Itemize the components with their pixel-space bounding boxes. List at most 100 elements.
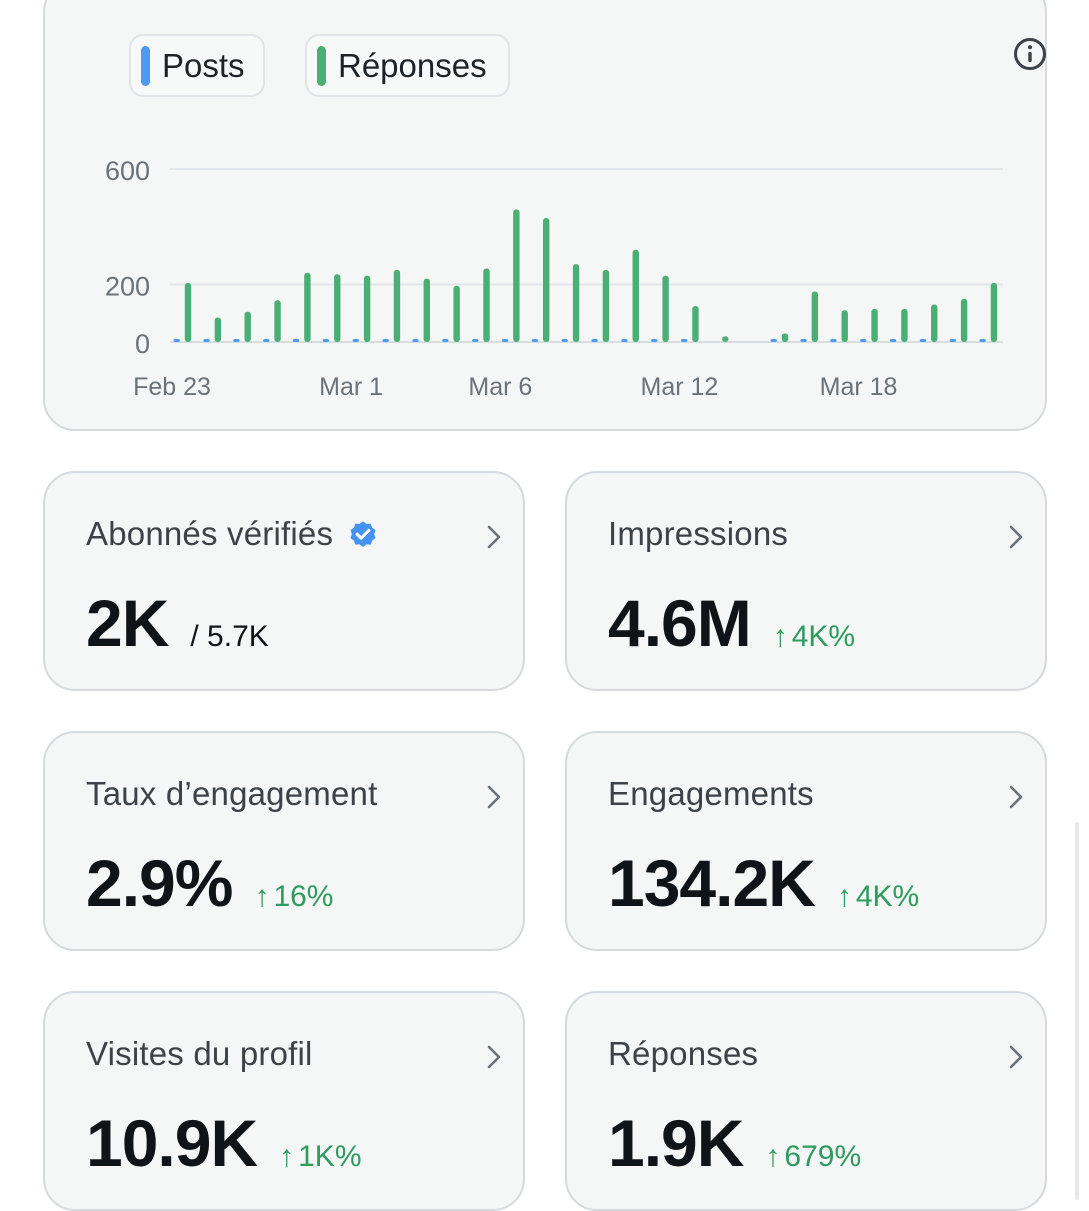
arrow-up-icon: ↑ [765,1140,781,1173]
info-icon[interactable] [1013,37,1047,71]
verified-followers-card[interactable]: Abonnés vérifiés 2K / 5.7K [43,471,525,691]
replies-bar [632,249,639,342]
replies-bar [871,308,878,342]
posts-bar [531,339,539,342]
engagement-rate-title: Taux d’engagement [86,775,378,812]
impressions-value: 4.6M [608,586,752,660]
replies-bar [363,275,371,342]
engagement-rate-value-row: 2.9% ↑ 16% [86,845,333,921]
replies-bar [244,311,251,342]
replies-card[interactable]: Réponses 1.9K ↑ 679% [565,991,1047,1211]
replies-change: ↑ 679% [765,1140,861,1174]
replies-bar [393,269,401,342]
posts-bar [949,339,956,342]
impressions-value-row: 4.6M ↑ 4K% [608,585,855,661]
x-tick-label: Mar 1 [319,373,383,401]
replies-bar [423,278,430,342]
replies-bar [274,300,281,342]
profile-visits-change-value: 1K% [298,1140,362,1173]
replies-bar [184,282,192,342]
verified-followers-value: 2K [86,586,169,660]
profile-visits-value: 10.9K [86,1106,258,1180]
scrollbar[interactable] [1075,822,1079,1200]
legend-replies-toggle[interactable]: Réponses [305,34,510,97]
replies-value: 1.9K [608,1106,744,1180]
x-tick-label: Mar 12 [641,373,719,401]
replies-bar [513,209,520,342]
posts-bar [621,339,628,342]
chevron-right-icon [487,1045,501,1069]
posts-bar [889,339,897,342]
posts-bar [591,339,598,342]
replies-bar [781,333,789,342]
chevron-right-icon [1009,1045,1023,1069]
activity-chart-card: 600 200 0 Feb 23 Mar 1 Mar 6 Mar 12 Mar 18 Post… [43,0,1047,431]
posts-bar [233,339,240,342]
posts-bar [979,339,986,342]
replies-bar [602,269,610,342]
replies-bar [572,264,580,342]
replies-bar [811,291,819,342]
x-tick-label: Feb 23 [133,373,211,401]
legend-posts-toggle[interactable]: Posts [129,34,265,97]
engagements-change: ↑ 4K% [837,880,919,914]
posts-bar [919,339,927,342]
replies-bar [931,304,938,342]
posts-bar [412,339,419,342]
replies-bar [662,275,669,342]
replies-bar [334,274,341,342]
profile-visits-title: Visites du profil [86,1035,313,1072]
arrow-up-icon: ↑ [279,1140,295,1173]
engagement-rate-value: 2.9% [86,846,233,920]
posts-bar [501,339,509,342]
x-tick-label: Mar 18 [820,373,898,401]
replies-bar [543,218,550,342]
replies-bar [453,285,460,342]
posts-bar [860,339,867,342]
posts-bar [173,339,180,342]
chevron-right-icon [1009,525,1023,549]
chevron-right-icon [1009,785,1023,809]
legend-posts-label: Posts [162,46,245,84]
posts-bar [472,339,479,342]
arrow-up-icon: ↑ [836,880,852,913]
posts-bar [322,339,330,342]
verified-followers-title: Abonnés vérifiés [86,515,334,552]
engagements-card[interactable]: Engagements 134.2K ↑ 4K% [565,731,1047,951]
engagement-rate-card[interactable]: Taux d’engagement 2.9% ↑ 16% [43,731,525,951]
posts-bar [830,339,837,342]
replies-title: Réponses [608,1035,759,1072]
chevron-right-icon [487,525,501,549]
activity-chart: 600 200 0 Feb 23 Mar 1 Mar 6 Mar 12 Mar 18 [105,156,1003,401]
posts-bar [203,339,210,342]
engagements-value-row: 134.2K ↑ 4K% [608,845,919,921]
x-tick-label: Mar 6 [468,373,532,401]
replies-bar [960,298,968,342]
replies-bar [214,317,222,342]
impressions-card[interactable]: Impressions 4.6M ↑ 4K% [565,471,1047,691]
engagements-change-value: 4K% [855,880,920,913]
verified-followers-title-row: Abonnés vérifiés [86,515,379,553]
verified-badge-icon [350,521,376,547]
posts-bar [680,339,688,342]
posts-bar [651,339,658,342]
posts-bar [352,339,359,342]
replies-bar [990,282,998,342]
replies-bar [483,268,490,342]
impressions-change-value: 4K% [791,620,856,653]
replies-color-swatch [317,45,326,86]
replies-bar [692,305,699,342]
arrow-up-icon: ↑ [254,880,270,913]
replies-bar [901,308,908,342]
engagement-rate-change: ↑ 16% [254,880,333,914]
y-tick-label: 200 [105,271,150,301]
impressions-change: ↑ 4K% [773,620,855,654]
replies-change-value: 679% [784,1140,862,1173]
profile-visits-card[interactable]: Visites du profil 10.9K ↑ 1K% [43,991,525,1211]
y-tick-label: 600 [105,156,150,186]
profile-visits-change: ↑ 1K% [279,1140,361,1174]
legend-replies-label: Réponses [338,46,487,84]
engagement-rate-change-value: 16% [273,880,334,913]
posts-bar [442,339,449,342]
arrow-up-icon: ↑ [772,620,788,653]
